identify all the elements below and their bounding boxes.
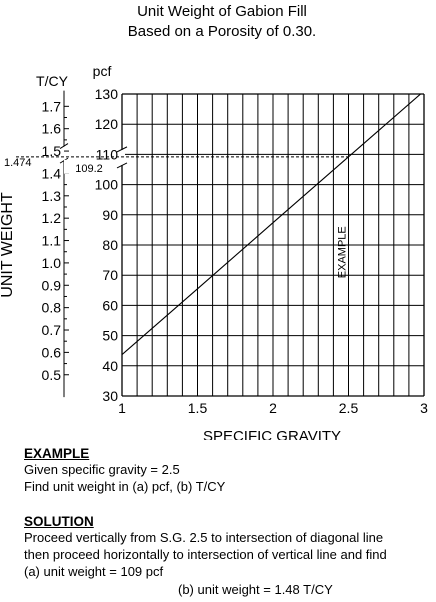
axis-break-mark <box>116 162 128 169</box>
y-tick-label-pcf: 110 <box>96 146 119 162</box>
example-vertical-label: EXAMPLE <box>337 226 349 278</box>
chart-title: Unit Weight of Gabion Fill <box>137 3 307 20</box>
example-line-1: Given specific gravity = 2.5 <box>24 462 180 477</box>
y-axis-title: UNIT WEIGHT <box>0 192 16 298</box>
y-tick-label-pcf: 120 <box>95 116 119 132</box>
axis-break-gap <box>119 149 125 165</box>
x-axis-title: SPECIFIC GRAVITY <box>203 428 341 440</box>
y-tick-label-pcf: 40 <box>102 358 118 374</box>
y-tick-label-pcf: 30 <box>102 388 118 404</box>
tcy-tick-label: 1.1 <box>42 233 62 249</box>
tcy-tick-label: 1.7 <box>42 98 62 114</box>
solution-line-4: (b) unit weight = 1.48 T/CY <box>178 582 333 597</box>
tcy-tick-label: 0.5 <box>42 367 62 383</box>
tcy-tick-label: 0.9 <box>42 277 62 293</box>
tcy-tick-label: 1.3 <box>42 188 62 204</box>
solution-line-2: then proceed horizontally to intersectio… <box>24 547 387 562</box>
x-tick-label: 1.5 <box>188 400 208 416</box>
y-tick-label-pcf: 80 <box>102 237 118 253</box>
unit-weight-chart: Unit Weight of Gabion Fill Based on a Po… <box>0 3 428 440</box>
solution-heading: SOLUTION <box>24 514 94 529</box>
left-axis-unit: T/CY <box>36 73 69 89</box>
solution-line-3: (a) unit weight = 109 pcf <box>24 564 164 579</box>
unit-weight-line <box>122 94 422 356</box>
tcy-tick-label: 0.8 <box>42 300 62 316</box>
y-tick-label-pcf: 130 <box>95 86 119 102</box>
right-axis-unit: pcf <box>93 63 112 79</box>
example-tcy-label: 1.474 <box>4 157 32 169</box>
example-line-2: Find unit weight in (a) pcf, (b) T/CY <box>24 479 226 494</box>
x-tick-label: 2.5 <box>339 400 359 416</box>
example-heading: EXAMPLE <box>24 446 90 461</box>
y-tick-label-pcf: 60 <box>102 297 118 313</box>
y-tick-label-pcf: 70 <box>102 267 118 283</box>
x-tick-label: 2 <box>269 400 277 416</box>
tcy-tick-label: 1.2 <box>42 210 62 226</box>
tcy-axis-break-mark <box>59 143 69 150</box>
x-tick-label: 1 <box>118 400 126 416</box>
tcy-tick-label: 1.5 <box>42 143 62 159</box>
chart-subtitle: Based on a Porosity of 0.30. <box>128 23 316 40</box>
y-tick-label-pcf: 50 <box>102 328 118 344</box>
y-tick-label-pcf: 100 <box>95 177 119 193</box>
example-pcf-label-bg <box>64 159 114 174</box>
tcy-tick-label: 0.6 <box>42 344 62 360</box>
tcy-tick-label: 1.0 <box>42 255 62 271</box>
axis-break-mark <box>116 146 128 153</box>
tcy-tick-label: 1.4 <box>42 165 62 181</box>
solution-line-1: Proceed vertically from S.G. 2.5 to inte… <box>24 530 384 545</box>
example-pcf-label: 109.2 <box>75 163 103 175</box>
tcy-tick-label: 0.7 <box>42 322 62 338</box>
tcy-tick-label: 1.6 <box>42 121 62 137</box>
x-tick-label: 3 <box>420 400 428 416</box>
y-tick-label-pcf: 90 <box>102 207 118 223</box>
